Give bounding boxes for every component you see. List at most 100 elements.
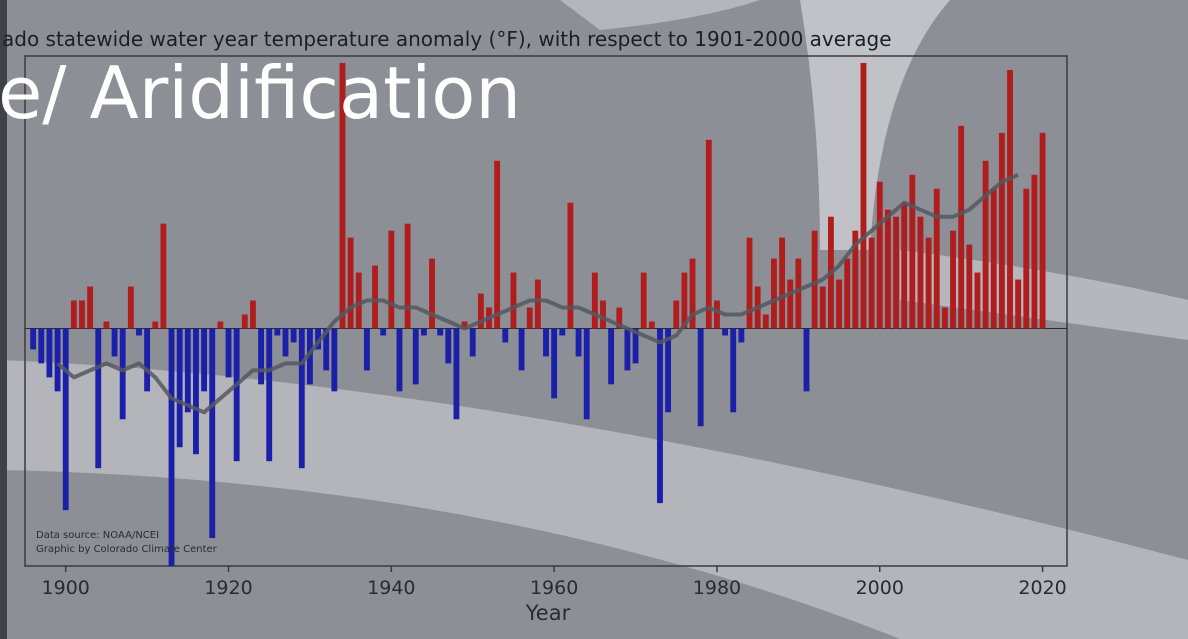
- bar-1958: [534, 279, 541, 329]
- bar-1983: [738, 328, 745, 343]
- bar-2000: [876, 181, 883, 329]
- bar-1945: [429, 258, 435, 329]
- bar-1936: [355, 272, 362, 329]
- bar-1908: [127, 286, 134, 329]
- bar-1937: [363, 328, 370, 371]
- bar-1930: [306, 328, 313, 385]
- bar-1971: [640, 272, 647, 329]
- bar-1922: [241, 314, 248, 329]
- bar-1901: [70, 300, 77, 329]
- bar-1951: [477, 293, 484, 329]
- x-axis-ticks: 1900 1920 1940 1960 1980 2000 2020: [42, 566, 1067, 599]
- bar-1963: [575, 328, 582, 357]
- bar-1913: [168, 328, 175, 566]
- bar-1982: [730, 328, 737, 413]
- bar-1920: [225, 328, 232, 378]
- bar-1907: [119, 328, 126, 420]
- bar-1987: [771, 258, 777, 329]
- bar-1979: [705, 139, 712, 329]
- bar-2006: [925, 237, 932, 329]
- bar-1974: [665, 328, 672, 413]
- bar-1904: [95, 328, 102, 469]
- x-tick-label-2020: 2020: [1018, 577, 1066, 599]
- bar-1909: [136, 328, 142, 336]
- bar-1928: [290, 328, 297, 343]
- data-source-text: Data source: NOAA/NCEI: [36, 530, 159, 541]
- bar-2012: [974, 272, 981, 329]
- bar-1933: [331, 328, 338, 392]
- bar-2020: [1039, 132, 1046, 329]
- bar-1926: [274, 328, 281, 336]
- bar-1995: [836, 279, 842, 329]
- bar-1955: [510, 272, 517, 329]
- bar-1903: [87, 286, 94, 329]
- bar-1960: [551, 328, 558, 399]
- brush-stroke-top: [560, 0, 760, 30]
- running-mean-line: [56, 172, 1019, 415]
- bar-2007: [933, 188, 940, 329]
- bar-1950: [469, 328, 476, 357]
- bar-2017: [1015, 279, 1022, 329]
- bar-1911: [152, 321, 159, 329]
- bar-2019: [1031, 174, 1038, 329]
- bar-1943: [412, 328, 419, 385]
- bar-1996: [844, 258, 851, 329]
- bar-1935: [347, 237, 354, 329]
- bar-1973: [657, 328, 663, 504]
- bar-1956: [518, 328, 525, 371]
- bar-1969: [624, 328, 631, 371]
- bar-1989: [787, 279, 794, 329]
- bar-1997: [852, 230, 859, 329]
- bar-1934: [339, 62, 346, 329]
- bar-1948: [453, 328, 460, 420]
- bar-2016: [1007, 69, 1013, 329]
- bar-1914: [176, 328, 183, 448]
- slide-title: e/ Aridification: [0, 51, 521, 135]
- bar-1970: [632, 328, 639, 364]
- bar-1968: [616, 307, 623, 329]
- bar-1975: [673, 300, 680, 329]
- bar-1999: [868, 237, 875, 329]
- bar-1944: [420, 328, 427, 336]
- bar-1980: [714, 300, 720, 329]
- bar-1998: [860, 62, 867, 329]
- bar-1912: [160, 223, 167, 329]
- bar-1898: [46, 328, 53, 378]
- bar-1906: [111, 328, 118, 357]
- graphic-credit-text: Graphic by Colorado Climate Center: [36, 544, 218, 555]
- x-tick-label-1940: 1940: [367, 577, 415, 599]
- x-tick-label-1900: 1900: [42, 577, 90, 599]
- brush-stroke-vertical: [800, 0, 950, 250]
- x-tick-label-1920: 1920: [204, 577, 252, 599]
- bar-1897: [38, 328, 45, 364]
- bar-1992: [811, 230, 818, 329]
- bar-1921: [233, 328, 240, 462]
- bar-2014: [990, 188, 997, 329]
- bar-1986: [762, 314, 769, 329]
- bar-1967: [608, 328, 615, 385]
- left-edge-bar: [0, 0, 7, 639]
- bar-2011: [966, 244, 973, 329]
- bar-2003: [901, 202, 908, 329]
- bar-1902: [79, 300, 85, 329]
- bar-1916: [193, 328, 199, 455]
- bar-1923: [250, 300, 256, 329]
- bar-1954: [502, 328, 509, 343]
- x-tick-label-2000: 2000: [856, 577, 904, 599]
- bar-1925: [266, 328, 273, 462]
- bar-1940: [388, 230, 395, 329]
- x-axis-label: Year: [525, 601, 571, 625]
- bar-1929: [298, 328, 305, 469]
- bar-1917: [201, 328, 208, 392]
- bar-2004: [909, 174, 916, 329]
- bar-1919: [217, 321, 224, 329]
- bar-1993: [819, 286, 826, 329]
- bar-1941: [396, 328, 403, 392]
- bar-1957: [526, 307, 533, 329]
- bar-1991: [803, 328, 810, 392]
- bar-2015: [998, 132, 1005, 329]
- bar-2001: [884, 209, 891, 329]
- bar-2002: [893, 216, 899, 329]
- bar-1899: [54, 328, 61, 392]
